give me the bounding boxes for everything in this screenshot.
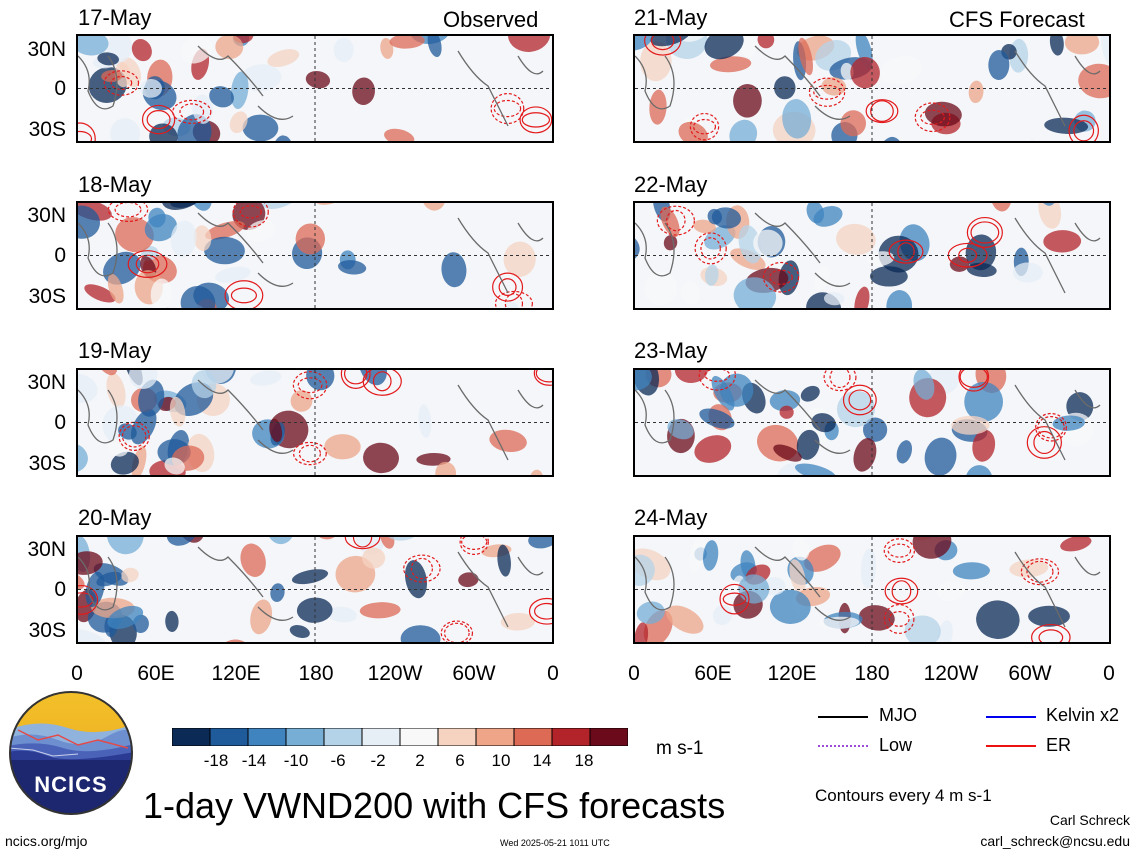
colorbar (172, 728, 628, 746)
colorbar-tick: -18 (203, 751, 229, 770)
panel-date: 23-May (634, 338, 708, 363)
colorbar-units: m s-1 (656, 738, 704, 759)
lat-label: 30N (27, 538, 66, 561)
lat-label: 0 (54, 244, 66, 267)
legend-swatch-mjo (818, 716, 868, 718)
site-link[interactable]: ncics.org/mjo (5, 833, 88, 849)
colorbar-tick: 6 (455, 751, 465, 770)
lon-label: 60E (694, 662, 732, 685)
panel-date: 18-May (78, 172, 152, 197)
colorbar-swatch (247, 728, 287, 746)
map-panel-forecast (633, 368, 1111, 477)
colorbar-swatch (513, 728, 553, 746)
colorbar-swatch (323, 728, 363, 746)
colorbar-tick: 18 (574, 751, 594, 770)
logo-text: NCICS (34, 772, 108, 797)
map-panel-forecast (633, 535, 1111, 644)
colorbar-tick: -14 (241, 751, 267, 770)
colorbar-swatch (475, 728, 515, 746)
lat-label: 30S (28, 452, 66, 475)
forecast-label: CFS Forecast (949, 7, 1085, 32)
lat-label: 30N (27, 371, 66, 394)
lon-label: 0 (628, 662, 640, 685)
colorbar-swatch (399, 728, 439, 746)
panel-date: 17-May (78, 5, 152, 30)
ncics-logo: NCICS (8, 690, 134, 816)
panel-date: 22-May (634, 172, 708, 197)
lon-label: 0 (1103, 662, 1115, 685)
colorbar-tick: -10 (283, 751, 309, 770)
colorbar-swatch (437, 728, 477, 746)
lat-label: 30S (28, 285, 66, 308)
lon-label: 0 (71, 662, 83, 685)
legend-label-er: ER (1046, 735, 1072, 755)
map-panel-forecast (633, 34, 1111, 143)
colorbar-swatch (172, 728, 211, 746)
legend-swatch-low (818, 745, 868, 747)
colorbar-swatch (209, 728, 249, 746)
panel-date: 21-May (634, 5, 708, 30)
legend-label-mjo: MJO (879, 705, 917, 725)
map-panel-observed (76, 201, 554, 310)
map-panel-forecast (633, 201, 1111, 310)
page-title: 1-day VWND200 with CFS forecasts (143, 785, 726, 826)
legend-label-low: Low (879, 735, 913, 755)
lon-label: 60W (452, 662, 496, 685)
lon-label: 120W (367, 662, 423, 685)
lon-label: 60E (137, 662, 175, 685)
lat-label: 30S (28, 619, 66, 642)
lat-label: 0 (54, 411, 66, 434)
legend-swatch-er (986, 745, 1036, 747)
colorbar-tick: -2 (370, 751, 386, 770)
legend-label-kelvin: Kelvin x2 (1046, 705, 1120, 725)
observed-label: Observed (443, 7, 539, 32)
lat-label: 30S (28, 118, 66, 141)
lon-label: 180 (854, 662, 890, 685)
lon-label: 180 (298, 662, 334, 685)
colorbar-swatch (361, 728, 401, 746)
lon-label: 120W (923, 662, 979, 685)
lat-label: 30N (27, 38, 66, 61)
colorbar-swatch (551, 728, 591, 746)
author-email[interactable]: carl_schreck@ncsu.edu (980, 833, 1130, 849)
lon-label: 120E (767, 662, 817, 685)
lon-label: 0 (547, 662, 559, 685)
map-panel-observed (76, 535, 554, 644)
map-panel-observed (76, 368, 554, 477)
colorbar-tick: 2 (415, 751, 425, 770)
lat-label: 0 (54, 77, 66, 100)
colorbar-tick: 10 (491, 751, 511, 770)
lon-label: 60W (1008, 662, 1052, 685)
colorbar-tick: -6 (330, 751, 346, 770)
panel-date: 20-May (78, 505, 152, 530)
panel-date: 24-May (634, 505, 708, 530)
lon-label: 120E (211, 662, 261, 685)
colorbar-swatch (285, 728, 325, 746)
legend-swatch-kelvin (986, 716, 1036, 718)
lat-label: 30N (27, 204, 66, 227)
colorbar-swatch (589, 728, 628, 746)
panel-date: 19-May (78, 338, 152, 363)
map-panel-observed (76, 34, 554, 143)
contours-note: Contours every 4 m s-1 (815, 786, 992, 805)
colorbar-tick: 14 (532, 751, 552, 770)
timestamp: Wed 2025-05-21 1011 UTC (500, 838, 610, 848)
author: Carl Schreck (1049, 812, 1130, 828)
lat-label: 0 (54, 578, 66, 601)
